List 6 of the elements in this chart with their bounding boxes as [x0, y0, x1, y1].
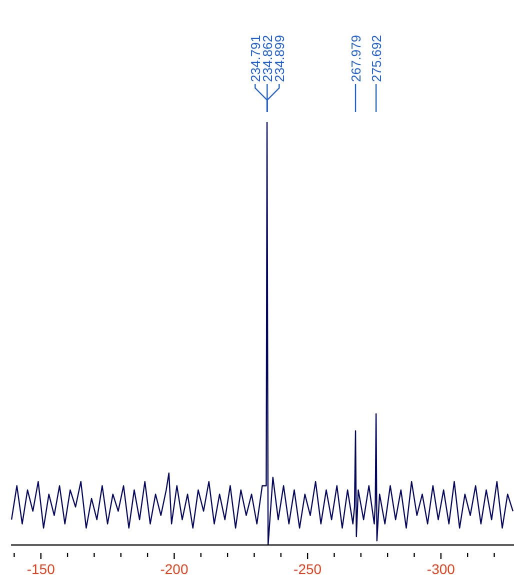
x-tick-label: -300: [426, 561, 456, 575]
x-tick-label: -200: [160, 561, 188, 575]
x-tick-label: -150: [26, 561, 56, 575]
x-tick-label: -250: [294, 561, 322, 575]
annotation: 275.692: [369, 35, 384, 82]
annotation: 267.979: [348, 35, 364, 82]
